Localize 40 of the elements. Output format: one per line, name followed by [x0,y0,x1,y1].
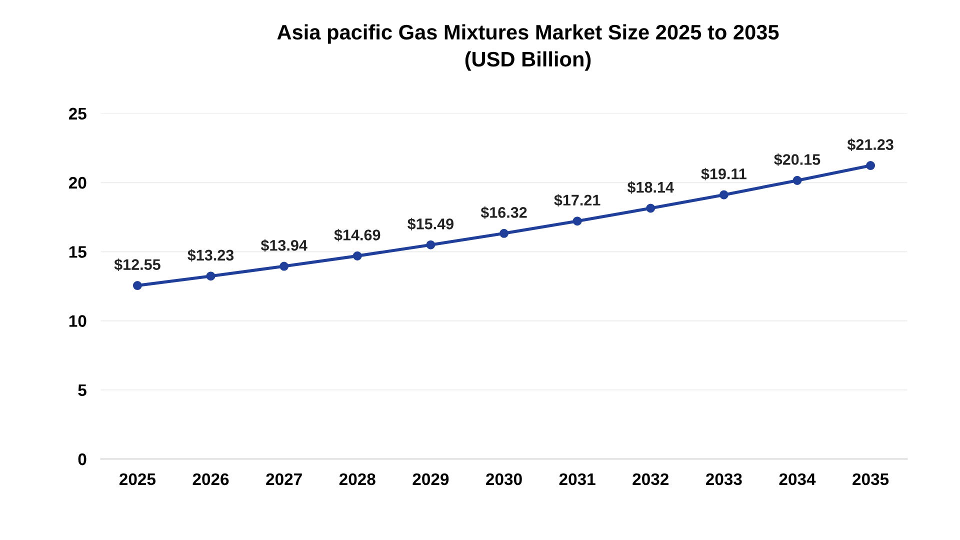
data-label: $12.55 [114,258,160,271]
point [719,190,728,200]
data-label: $21.23 [847,138,894,151]
point [352,251,362,260]
x-tick-label: 2028 [339,473,376,486]
x-tick-label: 2031 [559,473,596,486]
point [206,272,216,281]
data-label: $18.14 [627,181,674,194]
x-tick-label: 2030 [486,473,522,486]
data-label: $13.94 [260,239,308,252]
x-tick-label: 2029 [412,473,449,486]
point [280,262,289,271]
y-tick-label: 15 [69,246,86,258]
y-tick-label: 0 [78,453,86,466]
data-label: $14.69 [334,228,380,242]
x-tick-label: 2033 [706,473,742,486]
chart-title: Asia pacific Gas Mixtures Market Size 2025 to 2035 (USD Billion) [277,24,779,71]
x-tick-label: 2026 [192,473,229,486]
x-tick-label: 2032 [632,473,668,486]
x-tick-label: 2027 [266,473,302,486]
data-label: $20.15 [774,153,820,166]
point [426,240,436,250]
y-tick-label: 10 [69,315,86,327]
data-label: $19.11 [701,168,746,180]
point [792,176,802,185]
data-label: $17.21 [554,194,600,207]
data-label: $16.32 [480,206,527,219]
data-label: $15.49 [408,218,454,230]
y-tick-label: 20 [68,176,86,189]
data-label: $13.23 [188,249,234,262]
x-tick-label: 2035 [852,473,889,486]
y-tick-label: 25 [68,108,86,120]
y-tick-label: 5 [78,384,86,396]
point [499,228,509,238]
point [132,280,142,290]
x-tick-label: 2025 [119,473,156,486]
point [646,204,656,213]
point [866,161,876,170]
x-tick-label: 2034 [779,473,816,486]
point [572,216,582,226]
